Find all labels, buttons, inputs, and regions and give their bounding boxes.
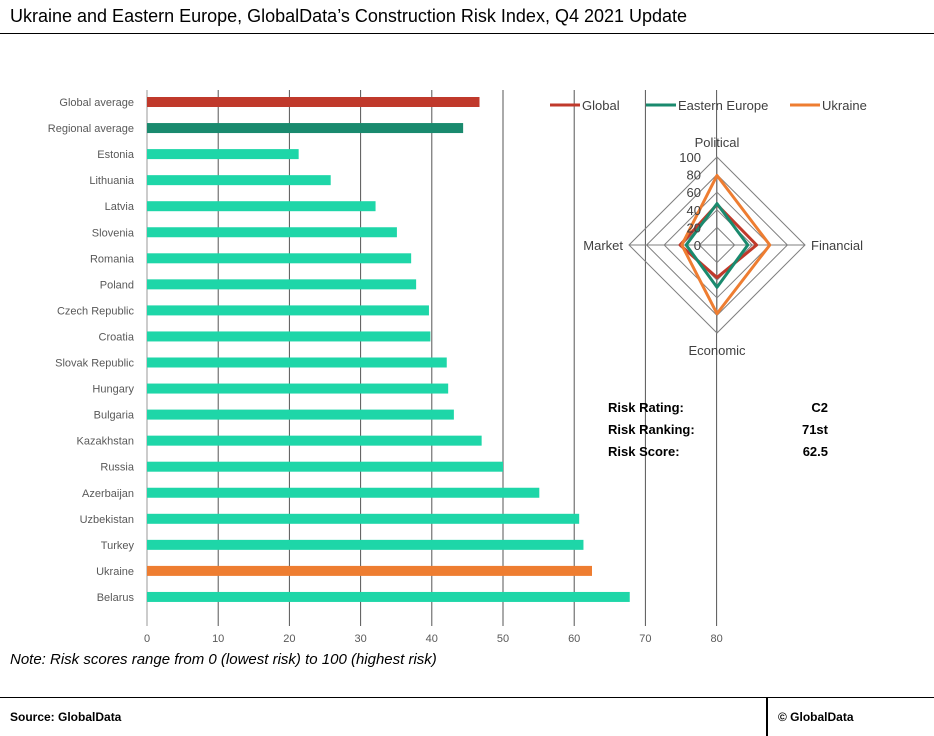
bar-slovak-republic — [147, 357, 447, 368]
radar-axis-label-political: Political — [695, 135, 740, 150]
radar-axis-label-financial: Financial — [811, 238, 863, 253]
bar-croatia — [147, 331, 431, 342]
x-tick-label: 0 — [144, 633, 150, 645]
bar-belarus — [147, 591, 630, 602]
bar-azerbaijan — [147, 487, 540, 498]
radar-tick-label: 0 — [694, 238, 701, 253]
category-label: Czech Republic — [57, 305, 135, 317]
x-tick-label: 70 — [639, 633, 651, 645]
bar-bulgaria — [147, 409, 454, 420]
risk-ranking-label: Risk Ranking: — [608, 422, 695, 437]
x-tick-label: 40 — [426, 633, 438, 645]
radar-series-ukraine — [680, 173, 772, 316]
bar-marks — [147, 97, 630, 602]
category-label: Slovenia — [92, 227, 135, 239]
category-label: Estonia — [97, 149, 135, 161]
bar-uzbekistan — [147, 513, 580, 524]
chart-canvas: Global average Regional average Estonia Lit… — [48, 90, 867, 645]
bar-ukraine — [147, 565, 592, 576]
category-label: Uzbekistan — [80, 514, 134, 526]
bar-global-average — [147, 97, 480, 107]
category-label: Latvia — [105, 201, 135, 213]
category-label: Russia — [100, 462, 135, 474]
radar-series-eastern-europe — [684, 202, 750, 289]
category-label: Poland — [100, 279, 134, 291]
bar-kazakhstan — [147, 435, 482, 446]
chart-title: Ukraine and Eastern Europe, GlobalData’s… — [10, 6, 688, 26]
risk-score-label: Risk Score: — [608, 444, 680, 459]
source-text: Source: GlobalData — [10, 710, 122, 724]
category-label: Regional average — [48, 123, 134, 135]
bar-russia — [147, 461, 503, 472]
bar-poland — [147, 279, 417, 290]
category-label: Croatia — [99, 331, 135, 343]
x-tick-label: 80 — [710, 633, 722, 645]
bar-latvia — [147, 201, 376, 212]
category-label: Ukraine — [96, 566, 134, 578]
category-label: Kazakhstan — [77, 436, 134, 448]
bar-romania — [147, 253, 412, 264]
risk-ranking-value: 71st — [801, 422, 828, 437]
x-tick-label: 60 — [568, 633, 580, 645]
radar-axis-label-market: Market — [583, 238, 623, 253]
risk-rating-row: Risk Rating: C2 — [608, 400, 828, 422]
bar-turkey — [147, 539, 584, 550]
category-label: Turkey — [101, 540, 135, 552]
radar-tick-label: 20 — [687, 220, 701, 235]
bar-czech-republic — [147, 305, 429, 316]
bar-regional-average — [147, 123, 464, 134]
title-bar: Ukraine and Eastern Europe, GlobalData’s… — [0, 0, 934, 34]
footnote: Note: Risk scores range from 0 (lowest r… — [10, 651, 437, 668]
bar-tick-labels: 0 10 20 30 40 50 60 70 80 — [144, 633, 723, 645]
category-label: Global average — [59, 97, 134, 109]
x-tick-label: 30 — [354, 633, 366, 645]
x-tick-label: 20 — [283, 633, 295, 645]
copyright-text: © GlobalData — [778, 710, 854, 724]
radar-series-global — [678, 203, 759, 280]
footer-divider — [766, 698, 768, 736]
radar-tick-label: 60 — [687, 185, 701, 200]
category-label: Hungary — [92, 384, 134, 396]
risk-rating-label: Risk Rating: — [608, 400, 684, 415]
risk-summary: Risk Rating: C2 Risk Ranking: 71st Risk … — [608, 400, 828, 466]
category-label: Bulgaria — [94, 410, 135, 422]
category-label: Slovak Republic — [55, 358, 134, 370]
legend-label-eastern-europe: Eastern Europe — [678, 98, 768, 113]
bar-hungary — [147, 383, 449, 394]
category-label: Azerbaijan — [82, 488, 134, 500]
risk-rating-value: C2 — [811, 400, 828, 415]
radar-tick-label: 80 — [687, 168, 701, 183]
category-label: Romania — [90, 253, 135, 265]
radar-legend: Global Eastern Europe Ukraine — [550, 98, 867, 113]
risk-score-row: Risk Score: 62.5 — [608, 444, 828, 466]
risk-score-value: 62.5 — [802, 444, 828, 459]
radar-tick-label: 40 — [687, 203, 701, 218]
category-label: Belarus — [97, 592, 135, 604]
bar-estonia — [147, 149, 299, 160]
bar-category-labels: Global average Regional average Estonia Lit… — [48, 97, 135, 604]
bar-lithuania — [147, 175, 331, 186]
footer: Source: GlobalData © GlobalData — [0, 697, 934, 736]
legend-label-ukraine: Ukraine — [822, 98, 867, 113]
x-tick-label: 10 — [212, 633, 224, 645]
legend-label-global: Global — [582, 98, 620, 113]
risk-ranking-row: Risk Ranking: 71st — [608, 422, 828, 444]
x-tick-label: 50 — [497, 633, 509, 645]
radar-axis-label-economic: Economic — [688, 343, 746, 358]
radar-tick-label: 100 — [679, 150, 701, 165]
bar-slovenia — [147, 227, 397, 238]
category-label: Lithuania — [89, 175, 135, 187]
